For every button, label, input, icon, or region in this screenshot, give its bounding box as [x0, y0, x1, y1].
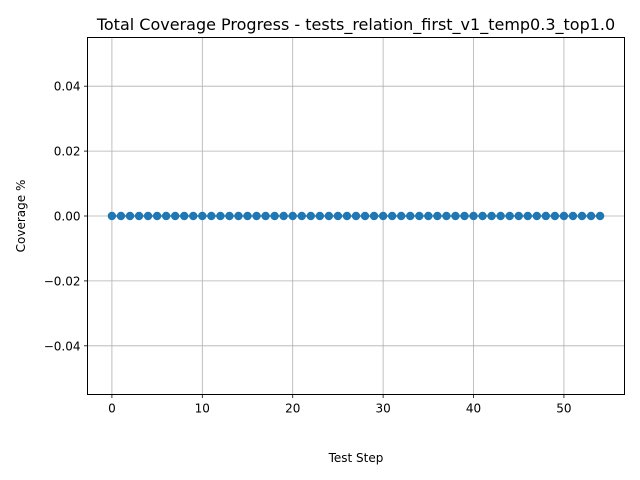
data-point — [586, 211, 596, 221]
data-point — [442, 211, 451, 221]
data-point — [577, 211, 587, 221]
data-point — [279, 211, 288, 221]
data-point — [134, 211, 144, 221]
data-point — [189, 211, 198, 221]
x-tick-label: 0 — [108, 402, 116, 416]
y-tick-label: 0.04 — [54, 80, 81, 94]
data-point — [225, 211, 234, 221]
data-point — [342, 211, 352, 221]
series-layer — [107, 211, 605, 221]
chart-title: Total Coverage Progress - tests_relation… — [96, 15, 615, 35]
data-point — [288, 211, 297, 221]
data-point — [216, 211, 225, 221]
y-tick-label: −0.04 — [44, 339, 81, 353]
x-tick-label: 50 — [556, 402, 571, 416]
data-point — [397, 211, 406, 221]
data-point — [180, 211, 189, 221]
data-point — [496, 211, 505, 221]
data-point — [406, 211, 415, 221]
data-point — [324, 211, 334, 221]
data-point — [270, 211, 279, 221]
data-point — [451, 211, 460, 221]
data-point — [387, 211, 397, 221]
data-point — [478, 211, 487, 221]
data-point — [415, 211, 424, 221]
x-tick-label: 30 — [375, 402, 390, 416]
data-point — [369, 211, 379, 221]
data-point — [315, 211, 325, 221]
data-point — [306, 211, 315, 221]
data-point — [297, 211, 306, 221]
data-point — [125, 211, 135, 221]
data-point — [261, 211, 270, 221]
y-axis-ticks: 0.04 0.02 0.00 −0.02 −0.04 — [44, 80, 88, 353]
data-point — [433, 211, 442, 221]
data-point — [559, 211, 569, 221]
x-axis-label: Test Step — [328, 451, 384, 465]
x-tick-label: 10 — [195, 402, 210, 416]
data-point — [252, 211, 261, 221]
data-point — [351, 211, 361, 221]
data-point — [234, 211, 243, 221]
data-point — [514, 211, 523, 221]
data-point — [207, 211, 216, 221]
data-point — [107, 211, 117, 221]
data-point — [161, 211, 171, 221]
x-tick-label: 40 — [466, 402, 481, 416]
data-point — [469, 211, 478, 221]
data-point — [595, 211, 605, 221]
data-point — [198, 211, 207, 221]
x-tick-label: 20 — [285, 402, 300, 416]
y-tick-label: 0.02 — [54, 145, 81, 159]
data-point — [568, 211, 578, 221]
x-axis-ticks: 0 10 20 30 40 50 — [108, 394, 572, 416]
y-tick-label: 0.00 — [54, 210, 81, 224]
data-point — [487, 211, 496, 221]
data-point — [541, 211, 551, 221]
data-point — [550, 211, 560, 221]
data-point — [152, 211, 162, 221]
data-point — [333, 211, 343, 221]
data-point — [360, 211, 370, 221]
data-point — [243, 211, 252, 221]
y-axis-label: Coverage % — [14, 180, 28, 253]
data-point — [532, 211, 542, 221]
data-point — [460, 211, 469, 221]
data-point — [143, 211, 153, 221]
data-point — [170, 211, 180, 221]
data-point — [505, 211, 514, 221]
data-point — [116, 211, 126, 221]
y-tick-label: −0.02 — [44, 274, 81, 288]
data-point — [424, 211, 433, 221]
data-point — [523, 211, 532, 221]
data-point — [378, 211, 388, 221]
